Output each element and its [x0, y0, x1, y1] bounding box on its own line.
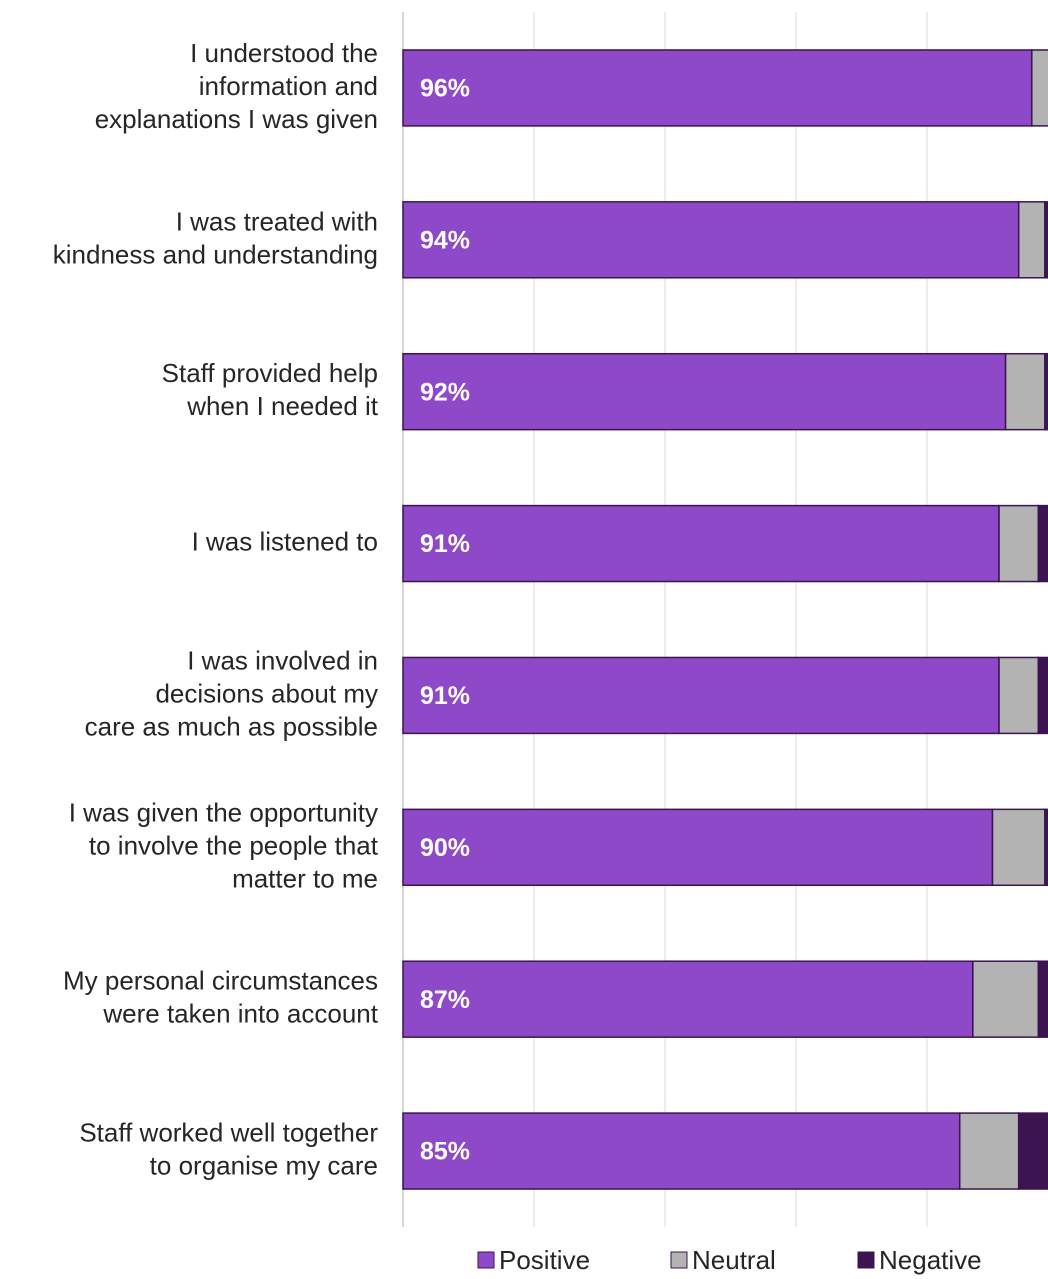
bar-segment: [991, 808, 1046, 887]
legend-swatch: [670, 1251, 688, 1269]
legend-label: Positive: [499, 1245, 590, 1275]
bar-segment: [402, 656, 1000, 735]
category-label: I was given the opportunity to involve th…: [69, 797, 379, 893]
data-label: 92%: [420, 378, 470, 406]
bar-segment: [1037, 960, 1048, 1038]
legend-swatch: [857, 1251, 875, 1269]
data-label: 85%: [420, 1138, 470, 1166]
bar-segment: [998, 656, 1040, 735]
bar-segment: [402, 960, 974, 1038]
bar-segment: [1017, 1112, 1048, 1190]
bar-segment: [998, 504, 1040, 583]
bar-segment: [1031, 49, 1048, 127]
bar-segment: [1037, 504, 1048, 583]
bar-segment: [1044, 352, 1048, 431]
category-label: I was treated with kindness and understan…: [53, 206, 378, 269]
bar-segment: [1044, 808, 1048, 887]
data-label: 94%: [420, 226, 470, 254]
data-label: 91%: [420, 530, 470, 558]
bar-segment: [402, 201, 1020, 279]
bar-segment: [402, 49, 1033, 127]
category-label: I was involved in decisions about my care …: [85, 645, 378, 741]
legend-swatch: [477, 1251, 495, 1269]
data-label: 96%: [420, 75, 470, 103]
bar-segment: [972, 960, 1040, 1038]
category-label: Staff provided help when I needed it: [162, 358, 379, 421]
category-label: I was listened to: [192, 526, 378, 556]
bar-segment: [1004, 352, 1046, 431]
bar-segment: [402, 504, 1000, 583]
bar-segment: [1017, 201, 1046, 279]
data-label: 90%: [420, 834, 470, 862]
legend-label: Neutral: [692, 1245, 776, 1275]
bar-segment: [1037, 656, 1048, 735]
category-label: I understood the information and explanati…: [95, 38, 378, 134]
bar-segment: [959, 1112, 1020, 1190]
legend-label: Negative: [879, 1245, 982, 1275]
data-label: 91%: [420, 682, 470, 710]
bar-segment: [1044, 201, 1048, 279]
data-label: 87%: [420, 986, 470, 1014]
bar-segment: [402, 352, 1007, 431]
category-label: My personal circumstances were taken into…: [63, 966, 379, 1029]
bar-segment: [402, 1112, 961, 1190]
bar-segment: [402, 808, 994, 887]
category-label: Staff worked well together to organise my…: [79, 1117, 378, 1180]
